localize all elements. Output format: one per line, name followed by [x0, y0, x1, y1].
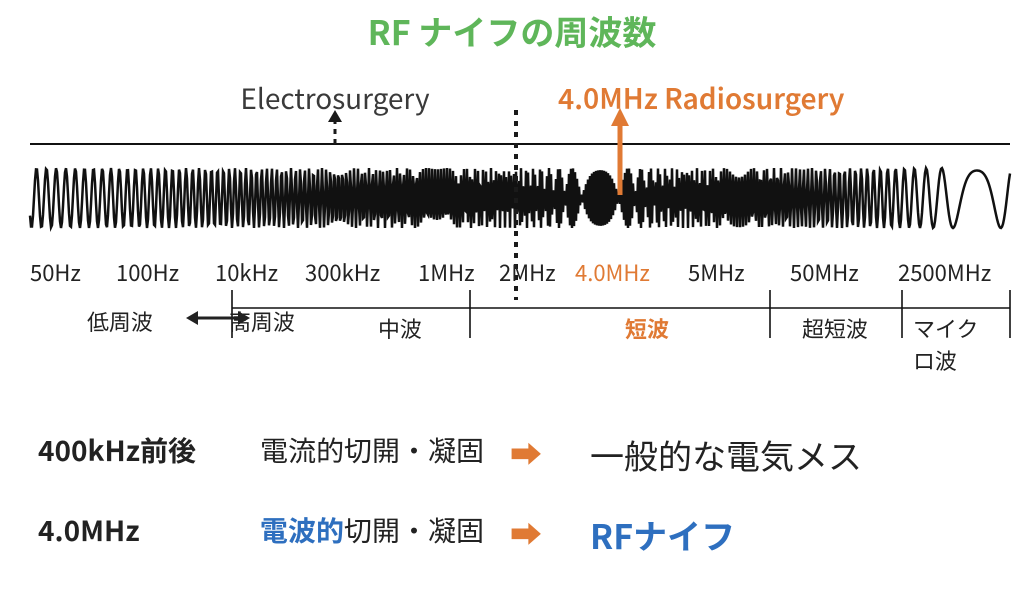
band-label: 中波	[378, 312, 422, 344]
band-label: 短波	[625, 312, 669, 344]
low-frequency-label: 低周波	[87, 305, 153, 337]
frequency-tick-label: 50MHz	[790, 256, 859, 288]
frequency-tick-label: 100Hz	[116, 256, 179, 288]
high-frequency-label: 高周波	[229, 305, 295, 337]
frequency-tick-label: 300kHz	[305, 256, 380, 288]
diagram-svg	[0, 0, 1024, 420]
frequency-tick-label: 2MHz	[499, 256, 556, 288]
row2-result: RFナイフ	[590, 510, 735, 559]
frequency-tick-label: 5MHz	[688, 256, 745, 288]
diagram-root: RF ナイフの周波数 Electrosurgery 4.0MHz Radiosu…	[0, 0, 1024, 594]
frequency-tick-label: 10kHz	[215, 256, 278, 288]
frequency-tick-label: 4.0MHz	[575, 256, 650, 288]
frequency-tick-label: 50Hz	[30, 256, 81, 288]
row1-description: 電流的切開・凝固	[260, 430, 484, 470]
frequency-tick-label: 2500MHz	[898, 256, 991, 288]
row2-description: 電波的切開・凝固	[260, 510, 484, 550]
row2-arrow-icon: ➡	[510, 510, 542, 556]
row1-frequency: 400kHz前後	[38, 430, 196, 470]
row2-frequency: 4.0MHz	[38, 510, 140, 550]
band-label: 超短波	[802, 312, 868, 344]
row1-result: 一般的な電気メス	[590, 430, 862, 479]
frequency-tick-label: 1MHz	[418, 256, 475, 288]
band-label: マイクロ波	[913, 312, 987, 376]
row1-arrow-icon: ➡	[510, 430, 542, 476]
